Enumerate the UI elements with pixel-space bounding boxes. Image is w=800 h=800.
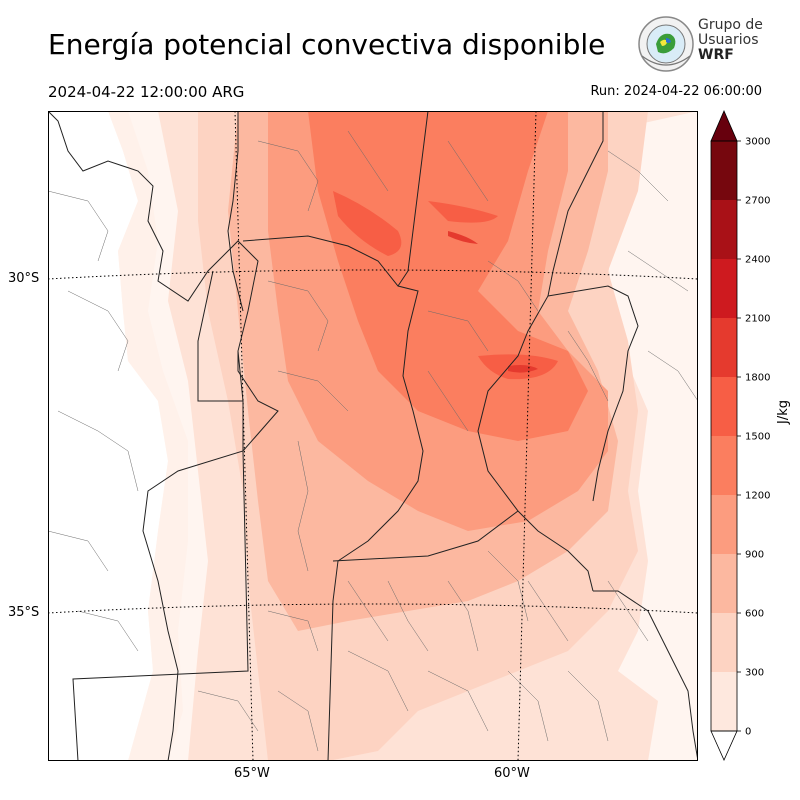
valid-time: 2024-04-22 12:00:00 ARG: [48, 83, 245, 101]
logo-line-3: WRF: [698, 47, 734, 63]
logo-line-2: Usuarios: [698, 32, 759, 48]
wrf-logo: Grupo de Usuarios WRF: [636, 14, 766, 74]
colorbar: 0 300 600 900 1200 1500 1800 2100 2400 2700 3000: [710, 110, 770, 761]
colorbar-units: J/kg: [776, 400, 791, 424]
colorbar-tick-label: 2700: [745, 196, 770, 207]
colorbar-tick-label: 2100: [745, 314, 770, 325]
colorbar-bin: [711, 141, 737, 200]
colorbar-bin: [711, 436, 737, 495]
colorbar-bin: [711, 495, 737, 554]
colorbar-tick-label: 900: [745, 550, 764, 561]
map-title: Energía potencial convectiva disponible: [48, 28, 606, 61]
colorbar-tick-label: 2400: [745, 255, 770, 266]
colorbar-tick-label: 300: [745, 668, 764, 679]
colorbar-bin: [711, 259, 737, 318]
lat-label-30s: 30°S: [8, 271, 40, 286]
colorbar-tick-label: 1500: [745, 432, 770, 443]
colorbar-tick-label: 1800: [745, 373, 770, 384]
colorbar-tick-label: 3000: [745, 137, 770, 148]
colorbar-bin: [711, 613, 737, 672]
colorbar-tick-label: 0: [745, 727, 751, 738]
lat-label-35s: 35°S: [8, 605, 40, 620]
logo-line-1: Grupo de: [698, 17, 763, 33]
colorbar-over-arrow: [710, 110, 738, 142]
colorbar-tick-label: 1200: [745, 491, 770, 502]
run-time: Run: 2024-04-22 06:00:00: [590, 84, 762, 99]
colorbar-bin: [711, 672, 737, 731]
cape-map: [48, 111, 698, 761]
colorbar-bin: [711, 200, 737, 259]
lon-label-65w: 65°W: [234, 766, 270, 781]
colorbar-bin: [711, 554, 737, 613]
colorbar-tick-label: 600: [745, 609, 764, 620]
colorbar-bin: [711, 377, 737, 436]
lon-label-60w: 60°W: [494, 766, 530, 781]
wrf-globe-icon: [638, 16, 694, 72]
colorbar-under-arrow: [710, 730, 738, 761]
colorbar-bin: [711, 318, 737, 377]
